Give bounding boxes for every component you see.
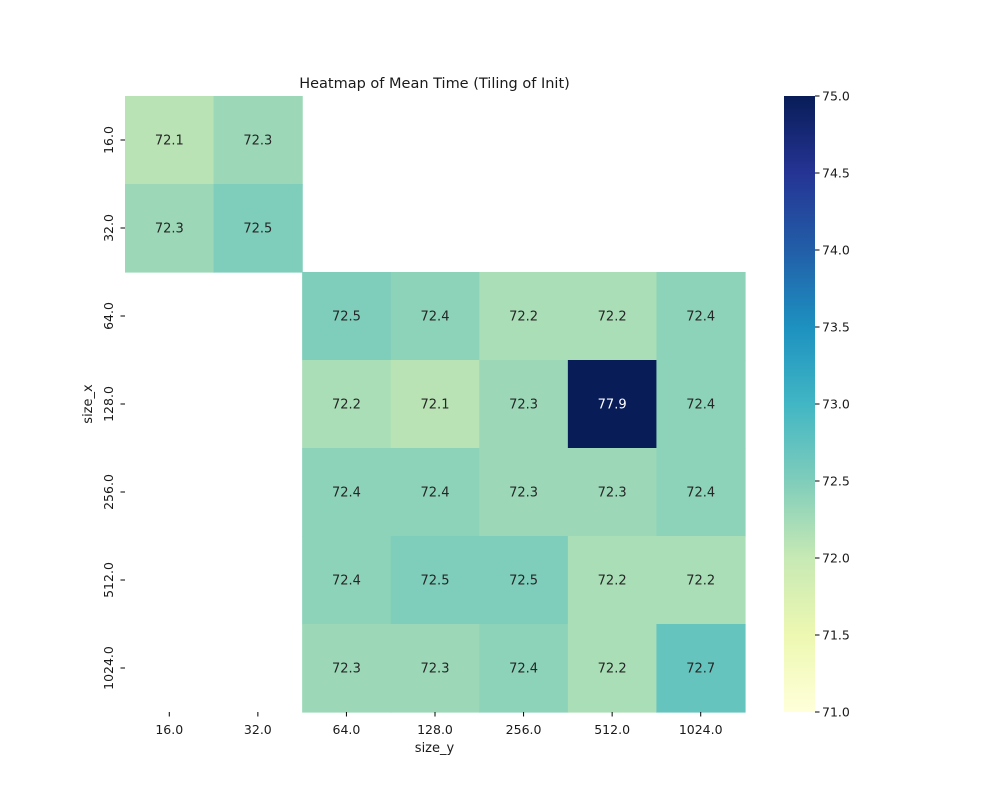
cell-value-label: 72.4	[421, 310, 450, 325]
cell-value-label: 72.5	[243, 222, 272, 237]
x-tick-label: 16.0	[155, 722, 183, 737]
heatmap-cells: 72.1 72.3 72.3 72.5 72.5 72.4 72.2 72.2 72.4 72.2…	[125, 96, 746, 713]
y-tick-label: 16.0	[101, 126, 116, 154]
colorbar-tick-label: 74.0	[822, 243, 850, 258]
cell-value-label: 72.3	[509, 398, 538, 413]
x-tick-label: 256.0	[506, 722, 542, 737]
heatmap-cell	[567, 272, 658, 361]
heatmap-cell	[656, 448, 746, 537]
colorbar	[784, 96, 815, 712]
cell-value-label: 72.7	[686, 662, 715, 677]
x-axis-label: size_y	[415, 741, 455, 756]
heatmap-cell	[479, 448, 569, 537]
colorbar-tick-label: 75.0	[822, 89, 850, 104]
cell-value-label: 72.3	[509, 486, 538, 501]
cell-value-label: 72.2	[598, 310, 627, 325]
heatmap-cell	[656, 536, 746, 625]
cell-value-label: 72.3	[332, 662, 361, 677]
cell-value-label: 72.4	[421, 486, 450, 501]
cell-value-label: 72.3	[421, 662, 450, 677]
heatmap-cell	[302, 360, 392, 449]
x-tick-label: 128.0	[417, 722, 453, 737]
heatmap-cell	[390, 360, 480, 449]
cell-value-label: 72.2	[686, 574, 715, 589]
y-tick-label: 512.0	[101, 562, 116, 598]
x-tick-label: 1024.0	[679, 722, 723, 737]
colorbar-tick-label: 72.5	[822, 474, 850, 489]
colorbar-tick-label: 74.5	[822, 166, 850, 181]
heatmap-cell	[213, 96, 303, 185]
cell-value-label: 72.2	[598, 574, 627, 589]
cell-value-label: 72.2	[509, 310, 538, 325]
heatmap-cell	[479, 624, 569, 713]
colorbar-tick-label: 73.5	[822, 320, 850, 335]
cell-value-label: 72.4	[686, 486, 715, 501]
cell-value-label: 72.1	[421, 398, 450, 413]
x-tick-label: 32.0	[244, 722, 272, 737]
cell-value-label: 72.4	[332, 574, 361, 589]
heatmap-cell	[567, 360, 658, 449]
x-tick-label: 64.0	[333, 722, 361, 737]
cell-value-label: 72.2	[332, 398, 361, 413]
cell-value-label: 72.3	[243, 134, 272, 149]
y-axis-label: size_x	[81, 384, 96, 424]
heatmap-cell	[567, 624, 658, 713]
cell-value-label: 72.2	[598, 662, 627, 677]
cell-value-label: 72.4	[686, 310, 715, 325]
heatmap-cell	[390, 448, 480, 537]
heatmap-cell	[125, 184, 215, 273]
y-tick-label: 128.0	[101, 386, 116, 422]
cell-value-label: 72.5	[332, 310, 361, 325]
chart-title: Heatmap of Mean Time (Tiling of Init)	[299, 76, 570, 92]
colorbar-tick-label: 71.0	[822, 705, 850, 720]
heatmap-cell	[390, 536, 480, 625]
cell-value-label: 72.3	[598, 486, 627, 501]
y-tick-label: 256.0	[101, 474, 116, 510]
y-tick-label: 32.0	[101, 214, 116, 242]
colorbar-tick-label: 73.0	[822, 397, 850, 412]
x-axis-ticks: 16.0 32.0 64.0 128.0 256.0 512.0 1024.0	[155, 712, 723, 737]
y-tick-label: 1024.0	[101, 646, 116, 690]
y-tick-label: 64.0	[101, 302, 116, 330]
colorbar-tick-label: 72.0	[822, 551, 850, 566]
cell-value-label: 72.3	[155, 222, 184, 237]
heatmap-cell	[567, 536, 658, 625]
heatmap-cell	[479, 272, 569, 361]
heatmap-cell	[302, 536, 392, 625]
cell-value-label: 72.4	[686, 398, 715, 413]
cell-value-label: 77.9	[598, 398, 627, 413]
heatmap-cell	[390, 624, 480, 713]
colorbar-tick-label: 71.5	[822, 628, 850, 643]
cell-value-label: 72.4	[332, 486, 361, 501]
y-axis-ticks: 16.0 32.0 64.0 128.0 256.0 512.0 1024.0	[101, 126, 125, 690]
heatmap-cell	[656, 360, 746, 449]
heatmap-cell	[479, 536, 569, 625]
colorbar-ticks: 71.0 71.5 72.0 72.5 73.0 73.5 74.0 74.5 75.0	[815, 89, 850, 720]
heatmap-cell	[656, 272, 746, 361]
heatmap-cell	[302, 448, 392, 537]
heatmap-cell	[567, 448, 658, 537]
cell-value-label: 72.1	[155, 134, 184, 149]
cell-value-label: 72.5	[421, 574, 450, 589]
heatmap-cell	[656, 624, 746, 713]
cell-value-label: 72.5	[509, 574, 538, 589]
heatmap-cell	[479, 360, 569, 449]
x-tick-label: 512.0	[594, 722, 630, 737]
heatmap-cell	[302, 272, 392, 361]
heatmap-cell	[213, 184, 303, 273]
heatmap-cell	[302, 624, 392, 713]
heatmap-cell	[125, 96, 215, 185]
heatmap-cell	[390, 272, 480, 361]
cell-value-label: 72.4	[509, 662, 538, 677]
